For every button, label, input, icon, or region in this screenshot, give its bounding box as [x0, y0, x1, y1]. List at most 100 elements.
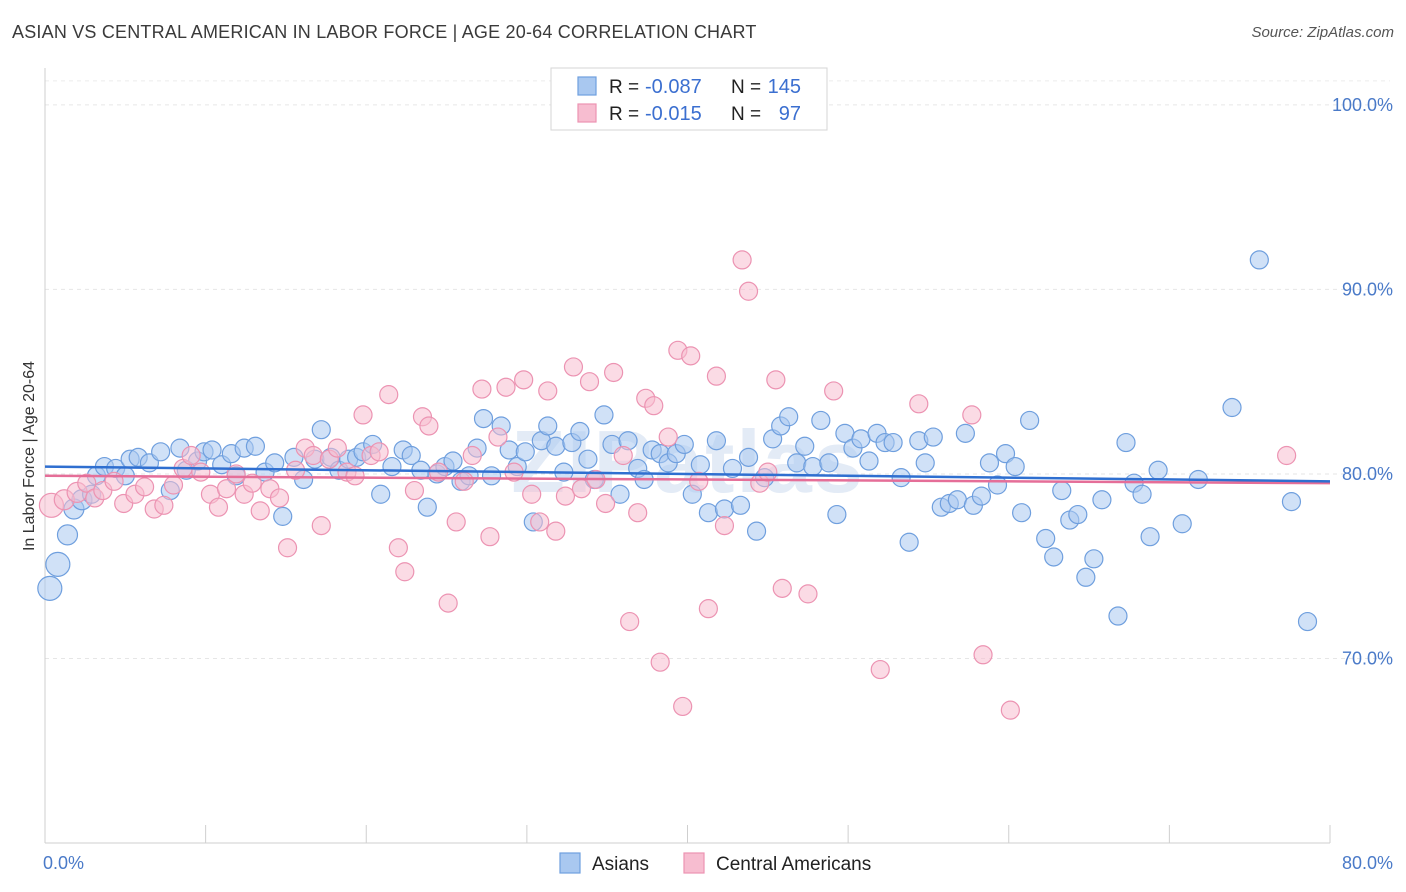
asians-point-123 — [1068, 504, 1088, 525]
asians-point-113 — [979, 453, 1000, 473]
central-americans-point-22 — [250, 501, 270, 521]
asians-point-121 — [1052, 480, 1072, 501]
asians-point-93 — [819, 453, 839, 473]
central-americans-point-64 — [604, 362, 624, 383]
y-tick-label-90: 90.0% — [1342, 279, 1393, 299]
central-americans-point-78 — [714, 516, 735, 536]
asians-point-135 — [1222, 397, 1242, 418]
asians-point-1 — [45, 551, 71, 577]
y-tick-label-70: 70.0% — [1342, 648, 1393, 668]
asians-point-43 — [417, 497, 437, 517]
asians-point-78 — [698, 503, 718, 523]
legend-box — [550, 67, 828, 131]
central-americans-point-11 — [154, 495, 174, 515]
asians-point-90 — [795, 436, 815, 456]
central-americans-point-91 — [1000, 700, 1020, 720]
central-americans-point-70 — [650, 652, 670, 672]
asians-point-120 — [1044, 547, 1064, 567]
y-tick-label-100: 100.0% — [1332, 95, 1393, 115]
central-americans-point-90 — [973, 645, 993, 665]
central-americans-point-18 — [216, 479, 237, 499]
asians-point-92 — [811, 410, 831, 431]
asians-point-127 — [1108, 606, 1128, 626]
central-americans-point-25 — [277, 538, 298, 558]
asians-point-131 — [1140, 527, 1160, 547]
central-americans-point-21 — [242, 473, 262, 493]
asians-point-98 — [859, 451, 879, 471]
central-americans-point-51 — [496, 377, 516, 397]
legend-n-value-asians: 145 — [768, 76, 801, 98]
trendlines — [44, 465, 1331, 485]
central-americans-point-56 — [538, 381, 558, 401]
trendline-central-americans — [44, 474, 1331, 485]
central-americans-point-76 — [698, 599, 718, 619]
central-americans-point-79 — [732, 250, 752, 270]
legend-n-label-asians: N = — [731, 77, 761, 98]
asians-point-63 — [578, 449, 598, 469]
central-americans-point-34 — [353, 405, 373, 425]
asians-point-109 — [947, 490, 967, 510]
asians-point-112 — [971, 486, 992, 506]
asians-point-124 — [1076, 567, 1096, 587]
asians-point-79 — [706, 431, 727, 451]
bottom-legend-label-central-americans: Central Americans — [716, 854, 871, 875]
central-americans-point-50 — [488, 427, 508, 447]
asians-point-128 — [1116, 432, 1136, 453]
asians-point-118 — [1020, 410, 1040, 431]
legend-r-label-asians: R = — [609, 77, 639, 98]
asians-point-105 — [915, 453, 935, 473]
central-americans-point-39 — [395, 562, 415, 582]
asians-point-2 — [56, 524, 79, 546]
asians-point-138 — [1297, 611, 1318, 632]
asians-point-13 — [151, 442, 171, 462]
central-americans-point-66 — [620, 611, 640, 632]
asians-point-41 — [401, 445, 421, 466]
asians-point-137 — [1281, 492, 1302, 512]
central-americans-point-9 — [134, 477, 155, 497]
central-americans-point-31 — [327, 438, 347, 458]
central-americans-point-82 — [758, 462, 778, 482]
x-ticks — [44, 825, 1331, 843]
asians-point-80 — [714, 499, 735, 519]
y-tick-label-80: 80.0% — [1342, 464, 1393, 484]
legend-r-label-central-americans: R = — [609, 104, 639, 125]
asians-point-0 — [37, 575, 63, 601]
legend-n-value-central-americans: 97 — [779, 103, 801, 125]
central-americans-point-67 — [628, 503, 648, 523]
central-americans-point-75 — [689, 471, 709, 491]
asians-point-50 — [473, 408, 494, 429]
central-americans-point-42 — [419, 416, 439, 436]
central-americans-point-84 — [772, 578, 792, 598]
asians-point-55 — [515, 442, 535, 462]
asians-point-31 — [311, 420, 331, 440]
asians-point-126 — [1092, 490, 1112, 510]
central-americans-point-54 — [522, 484, 542, 504]
central-americans-point-48 — [472, 379, 492, 399]
asians-point-84 — [746, 521, 767, 541]
asians-point-26 — [265, 453, 285, 473]
bottom-legend: Asians Central Americans — [559, 852, 871, 875]
central-americans-point-57 — [546, 521, 566, 541]
source-note: Source: ZipAtlas.com — [1251, 24, 1394, 41]
asians-point-116 — [1005, 456, 1025, 477]
series-central-americans — [38, 250, 1297, 720]
central-americans-point-77 — [706, 366, 727, 386]
asians-point-119 — [1036, 528, 1056, 549]
asians-point-83 — [738, 447, 759, 467]
asians-point-132 — [1148, 460, 1168, 480]
asians-point-89 — [787, 453, 807, 473]
y-tick-labels: 70.0% 80.0% 90.0% 100.0% — [1332, 95, 1393, 669]
chart-title: ASIAN VS CENTRAL AMERICAN IN LABOR FORCE… — [12, 22, 757, 42]
central-americans-point-12 — [163, 475, 184, 495]
asians-point-110 — [955, 423, 975, 443]
central-americans-point-74 — [681, 346, 701, 366]
central-americans-point-40 — [404, 480, 425, 501]
asians-point-39 — [382, 456, 402, 477]
central-americans-point-14 — [181, 445, 201, 466]
asians-point-59 — [546, 436, 566, 456]
central-americans-point-92 — [1277, 445, 1297, 466]
asians-point-58 — [538, 416, 558, 436]
x-tick-label-max: 80.0% — [1342, 853, 1393, 873]
central-americans-point-44 — [438, 593, 458, 613]
